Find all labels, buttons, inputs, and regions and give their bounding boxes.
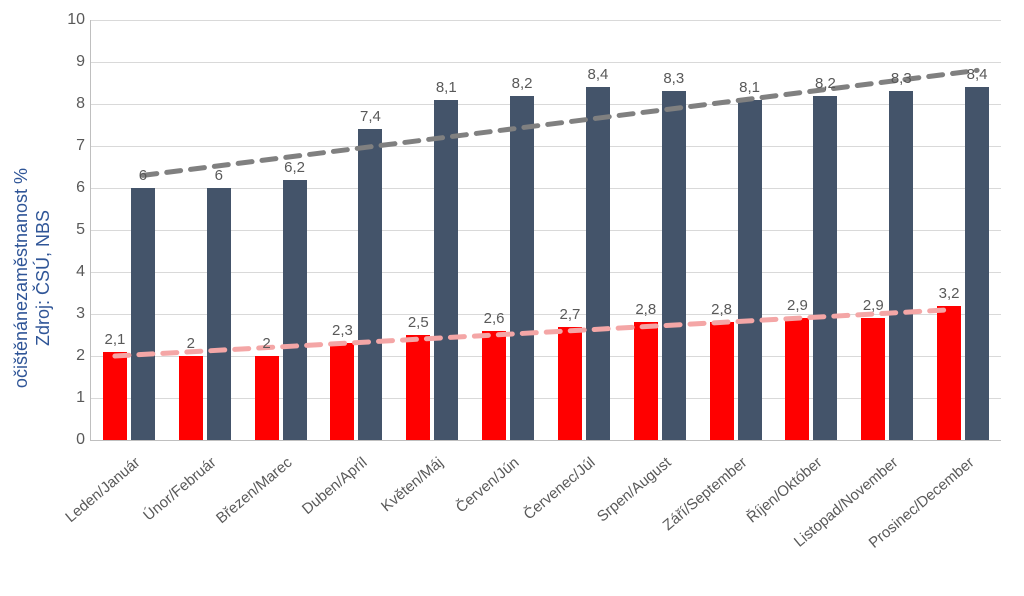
value-label: 8,4 — [587, 66, 608, 83]
unemployment-chart: očištěnánezaměstnanost % Zdroj: ČSÚ, NBS… — [0, 0, 1024, 556]
value-label: 6 — [215, 167, 223, 184]
y-axis-label-line2: Zdroj: ČSÚ, NBS — [32, 210, 52, 346]
category-label: Srpen/August — [510, 454, 674, 596]
y-tick-label: 0 — [57, 431, 85, 449]
category-label: Prosinec/December — [813, 454, 977, 596]
value-label: 2 — [262, 335, 270, 352]
value-label: 2,9 — [863, 297, 884, 314]
value-label: 2,9 — [787, 297, 808, 314]
category-label: Květen/Máj — [283, 454, 447, 596]
y-tick-label: 4 — [57, 263, 85, 281]
value-label: 8,1 — [436, 79, 457, 96]
category-label: Březen/Marec — [131, 454, 295, 596]
value-label: 2,6 — [484, 310, 505, 327]
value-label: 8,3 — [891, 70, 912, 87]
y-tick-label: 8 — [57, 95, 85, 113]
category-label: Červen/Jún — [358, 454, 522, 596]
value-label: 8,2 — [512, 75, 533, 92]
category-label: Září/September — [586, 454, 750, 596]
value-label: 7,4 — [360, 108, 381, 125]
value-labels-layer: 2,1 6 2 6 2 6,2 2,3 7,4 2,5 8,1 2,6 8,2 2,7 8,4 2,8 8,3… — [91, 20, 1001, 440]
value-label: 2,5 — [408, 314, 429, 331]
y-tick-label: 6 — [57, 179, 85, 197]
value-label: 2,7 — [559, 306, 580, 323]
value-label: 8,2 — [815, 75, 836, 92]
value-label: 3,2 — [939, 285, 960, 302]
y-tick-label: 5 — [57, 221, 85, 239]
value-label: 2,3 — [332, 322, 353, 339]
value-label: 8,3 — [663, 70, 684, 87]
y-tick-label: 1 — [57, 389, 85, 407]
y-tick-label: 10 — [57, 11, 85, 29]
value-label: 6,2 — [284, 159, 305, 176]
value-label: 2 — [187, 335, 195, 352]
value-label: 2,8 — [635, 301, 656, 318]
value-label: 8,4 — [967, 66, 988, 83]
y-tick-label: 2 — [57, 347, 85, 365]
category-label: Listopad/November — [738, 454, 902, 596]
y-tick-label: 7 — [57, 137, 85, 155]
y-tick-label: 3 — [57, 305, 85, 323]
value-label: 8,1 — [739, 79, 760, 96]
plot-area: 012345678910 2,162626,22,37,42,58,12,68,… — [90, 20, 1001, 441]
category-label: Říjen/Október — [662, 454, 826, 596]
y-tick-label: 9 — [57, 53, 85, 71]
category-label: Únor/Február — [55, 454, 219, 596]
category-label: Duben/Apríl — [207, 454, 371, 596]
y-axis-label-line1: očištěnánezaměstnanost % — [11, 168, 31, 388]
value-label: 6 — [139, 167, 147, 184]
value-label: 2,8 — [711, 301, 732, 318]
y-axis-label: očištěnánezaměstnanost % Zdroj: ČSÚ, NBS — [11, 168, 54, 388]
category-label: Červenec/Júl — [434, 454, 598, 596]
value-label: 2,1 — [104, 331, 125, 348]
